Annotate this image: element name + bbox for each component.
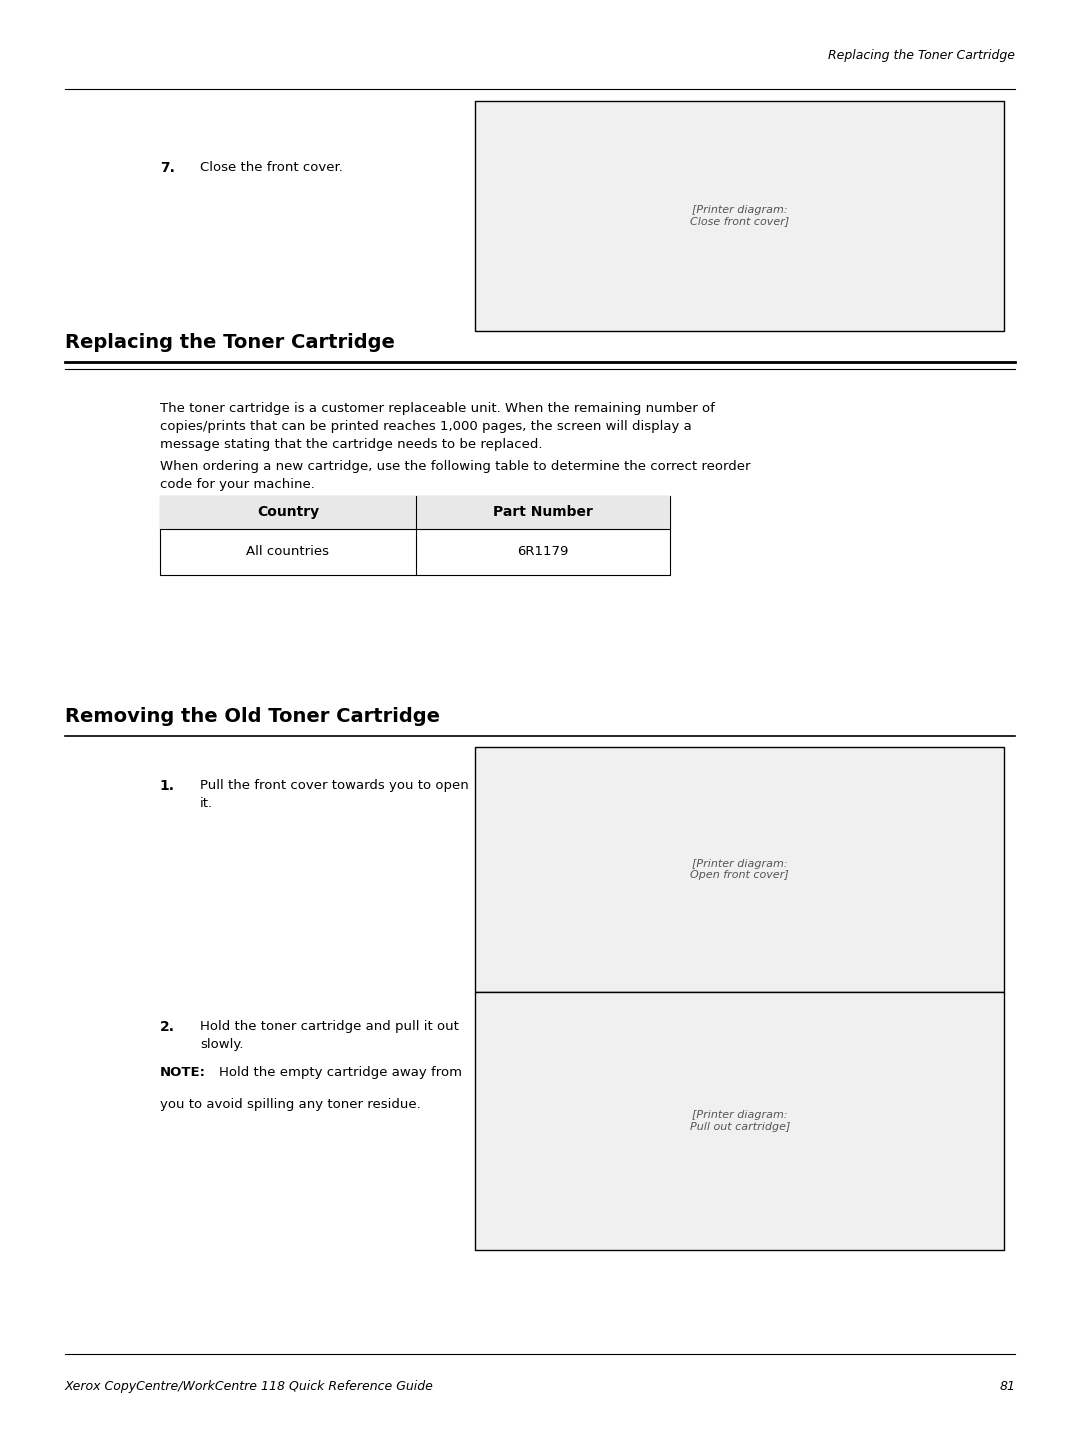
Text: The toner cartridge is a customer replaceable unit. When the remaining number of: The toner cartridge is a customer replac…	[160, 402, 715, 451]
Bar	[475, 747, 1004, 992]
Text: Replacing the Toner Cartridge: Replacing the Toner Cartridge	[828, 49, 1015, 62]
Text: 81: 81	[999, 1380, 1015, 1392]
Text: 6R1179: 6R1179	[517, 546, 568, 559]
Text: 7.: 7.	[160, 161, 175, 175]
Bar	[475, 101, 1004, 331]
Text: you to avoid spilling any toner residue.: you to avoid spilling any toner residue.	[160, 1098, 420, 1111]
Text: Removing the Old Toner Cartridge: Removing the Old Toner Cartridge	[65, 707, 440, 726]
Bar	[160, 496, 670, 575]
Text: [Printer diagram:
Close front cover]: [Printer diagram: Close front cover]	[690, 204, 789, 227]
Text: Part Number: Part Number	[492, 506, 593, 519]
Text: All countries: All countries	[246, 546, 329, 559]
Text: [Printer diagram:
Open front cover]: [Printer diagram: Open front cover]	[690, 858, 789, 881]
Text: Xerox CopyCentre/WorkCentre 118 Quick Reference Guide: Xerox CopyCentre/WorkCentre 118 Quick Re…	[65, 1380, 434, 1392]
Text: Hold the empty cartridge away from: Hold the empty cartridge away from	[219, 1066, 462, 1079]
Text: Pull the front cover towards you to open
it.: Pull the front cover towards you to open…	[200, 779, 469, 810]
Text: 1.: 1.	[160, 779, 175, 793]
Text: Replacing the Toner Cartridge: Replacing the Toner Cartridge	[65, 333, 394, 352]
Bar	[160, 496, 670, 529]
Text: Country: Country	[257, 506, 319, 519]
Text: NOTE:: NOTE:	[160, 1066, 206, 1079]
Text: 2.: 2.	[160, 1020, 175, 1035]
Text: Close the front cover.: Close the front cover.	[200, 161, 342, 174]
Bar	[475, 992, 1004, 1250]
Text: [Printer diagram:
Pull out cartridge]: [Printer diagram: Pull out cartridge]	[690, 1109, 789, 1132]
Text: When ordering a new cartridge, use the following table to determine the correct : When ordering a new cartridge, use the f…	[160, 460, 751, 491]
Text: Hold the toner cartridge and pull it out
slowly.: Hold the toner cartridge and pull it out…	[200, 1020, 459, 1052]
